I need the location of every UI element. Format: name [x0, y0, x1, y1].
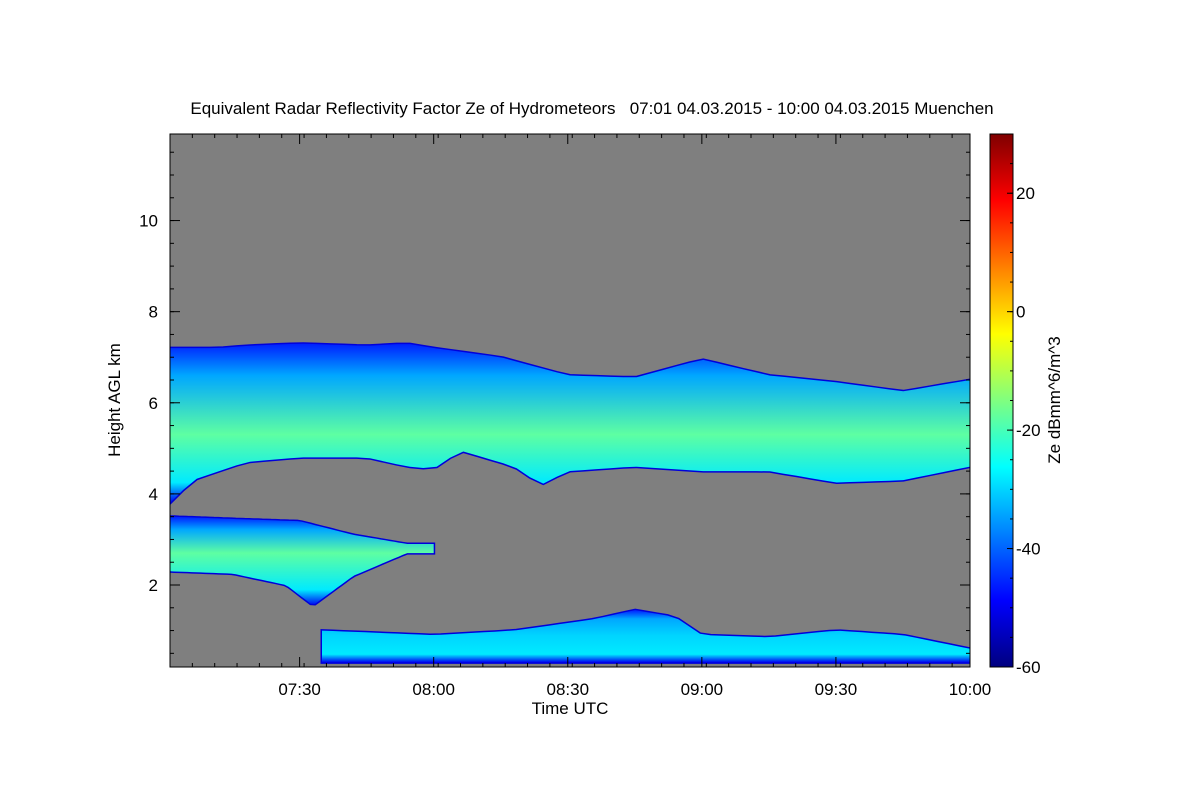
x-tick-label: 08:00 [412, 680, 455, 699]
colorbar-label: Ze dBmm^6/m^3 [1045, 336, 1064, 463]
chart-title: Equivalent Radar Reflectivity Factor Ze … [190, 99, 993, 118]
x-tick-label: 08:30 [546, 680, 589, 699]
y-axis-label: Height AGL km [105, 343, 124, 457]
y-tick-label: 4 [149, 485, 158, 504]
echo-region-core [170, 515, 436, 606]
colorbar-tick-label: 20 [1016, 184, 1035, 203]
x-tick-label: 09:30 [815, 680, 858, 699]
colorbar-tick-label: 0 [1016, 303, 1025, 322]
x-tick-label: 10:00 [949, 680, 992, 699]
echo-region-core [320, 608, 970, 664]
x-tick-label: 07:30 [278, 680, 321, 699]
x-axis-label: Time UTC [532, 699, 609, 718]
y-tick-label: 8 [149, 303, 158, 322]
echo-region [170, 342, 970, 506]
echo-region-core [170, 342, 970, 506]
echo-region [170, 515, 436, 606]
y-tick-label: 10 [139, 212, 158, 231]
colorbar-axis: -60 -40 -20 0 20 [1007, 133, 1041, 677]
colorbar [989, 133, 1014, 668]
y-tick-label: 6 [149, 394, 158, 413]
plot-frame [169, 133, 971, 668]
colorbar-tick-label: -40 [1016, 540, 1041, 559]
colorbar-tick-label: -20 [1016, 421, 1041, 440]
y-tick-label: 2 [149, 576, 158, 595]
echo-regions [170, 342, 970, 664]
echo-region [320, 608, 970, 664]
x-axis: 07:30 08:00 08:30 09:00 09:30 10:00 [169, 134, 992, 699]
colorbar-tick-label: -60 [1016, 658, 1041, 677]
x-tick-label: 09:00 [681, 680, 724, 699]
y-axis: 2 4 6 8 10 [139, 151, 970, 654]
